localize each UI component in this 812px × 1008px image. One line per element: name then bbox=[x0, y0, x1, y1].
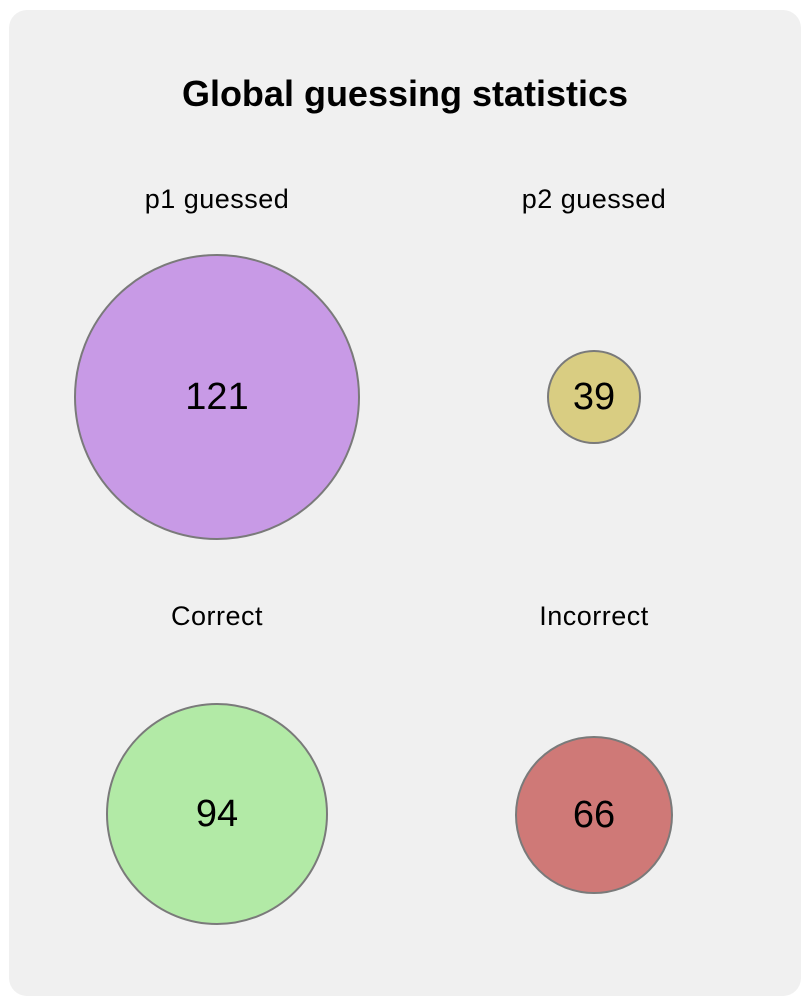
stat-value: 66 bbox=[572, 794, 616, 836]
stat-p2-guessed: p2 guessed 39 bbox=[404, 180, 784, 550]
stat-bubble: 94 bbox=[106, 703, 328, 925]
stat-label: p1 guessed bbox=[144, 184, 290, 214]
stat-label: Incorrect bbox=[539, 601, 649, 631]
card-title: Global guessing statistics bbox=[181, 73, 629, 114]
stat-bubble: 121 bbox=[74, 254, 360, 540]
stat-bubble: 66 bbox=[515, 736, 673, 894]
stat-value: 121 bbox=[185, 376, 249, 418]
stat-incorrect: Incorrect 66 bbox=[404, 597, 784, 937]
stat-bubble: 39 bbox=[547, 350, 641, 444]
stat-label: p2 guessed bbox=[521, 184, 667, 214]
stat-p1-guessed: p1 guessed 121 bbox=[27, 180, 407, 550]
stat-label: Correct bbox=[170, 601, 263, 631]
stat-value: 94 bbox=[195, 793, 239, 835]
stat-value: 39 bbox=[572, 376, 616, 418]
stat-correct: Correct 94 bbox=[27, 597, 407, 937]
guessing-stats-card: Global guessing statistics p1 guessed 12… bbox=[9, 10, 801, 996]
